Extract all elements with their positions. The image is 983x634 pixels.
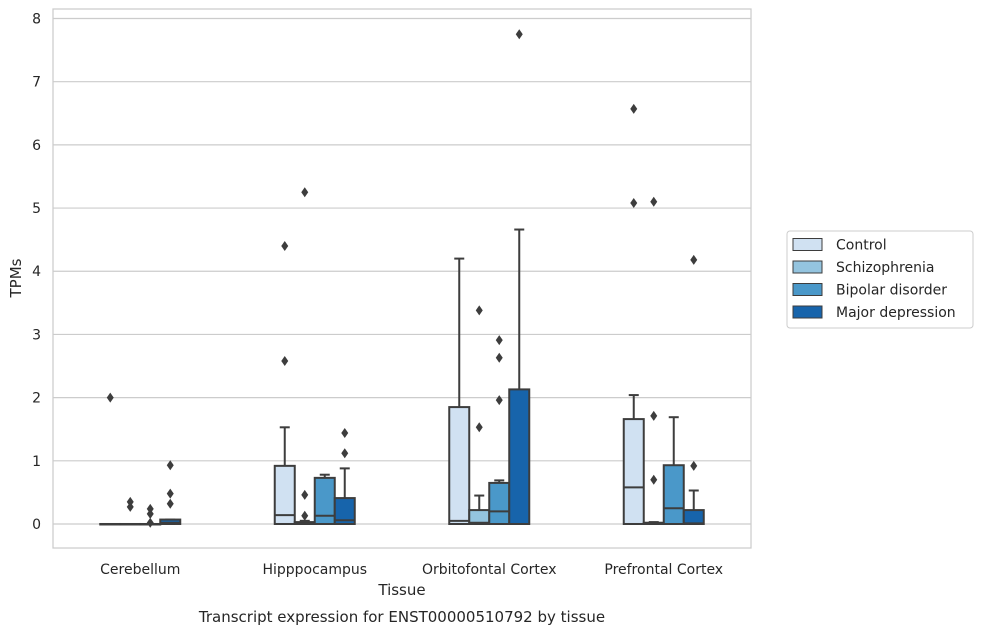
y-tick-labels: 0 1 2 3 4 5 6 7 8 bbox=[32, 11, 41, 533]
box-group bbox=[642, 196, 665, 525]
legend-label: Major depression bbox=[836, 305, 956, 321]
box-body bbox=[273, 464, 296, 525]
outlier-point bbox=[166, 460, 174, 471]
x-tick-label: Hipppocampus bbox=[262, 562, 367, 578]
legend-swatch bbox=[792, 260, 823, 274]
legend-label: Schizophrenia bbox=[836, 260, 934, 276]
box-group bbox=[662, 416, 685, 525]
outlier-point bbox=[495, 352, 503, 363]
box-group bbox=[293, 187, 316, 525]
legend-swatch bbox=[792, 305, 823, 319]
outlier-point bbox=[515, 29, 523, 40]
box-group bbox=[273, 240, 296, 525]
y-tick-label: 1 bbox=[32, 454, 41, 470]
box-body bbox=[448, 406, 471, 525]
plot-frame bbox=[52, 8, 752, 549]
y-tick-label: 3 bbox=[32, 327, 41, 343]
box-body bbox=[508, 388, 531, 525]
box-body bbox=[488, 481, 511, 525]
outlier-point bbox=[146, 508, 154, 519]
box-group bbox=[622, 103, 645, 525]
boxes bbox=[99, 29, 705, 528]
outlier-point bbox=[301, 187, 309, 198]
box-body bbox=[333, 497, 356, 525]
chart-caption: Transcript expression for ENST0000051079… bbox=[198, 608, 605, 626]
outlier-point bbox=[690, 254, 698, 265]
outlier-point bbox=[281, 240, 289, 251]
outlier-point bbox=[166, 488, 174, 499]
legend-label: Bipolar disorder bbox=[836, 283, 947, 299]
outlier-point bbox=[630, 103, 638, 114]
outlier-point bbox=[475, 305, 483, 316]
box-group bbox=[99, 392, 122, 526]
box-group bbox=[159, 460, 182, 525]
outlier-point bbox=[341, 427, 349, 438]
box-group bbox=[488, 335, 511, 525]
y-axis-title: TPMs bbox=[7, 258, 25, 298]
y-tick-label: 7 bbox=[32, 75, 41, 91]
box-body bbox=[622, 418, 645, 525]
box-group bbox=[333, 427, 356, 525]
gridlines bbox=[53, 17, 751, 525]
outlier-point bbox=[690, 460, 698, 471]
box-group bbox=[682, 254, 705, 525]
y-tick-label: 6 bbox=[32, 138, 41, 154]
box-group bbox=[448, 257, 471, 525]
outlier-point bbox=[281, 355, 289, 366]
legend-label: Control bbox=[836, 238, 887, 254]
outlier-point bbox=[650, 410, 658, 421]
outlier-point bbox=[301, 489, 309, 500]
legend-swatch bbox=[792, 283, 823, 296]
x-tick-labels: Cerebellum Hipppocampus Orbitofontal Corte… bbox=[100, 562, 723, 578]
legend-swatch bbox=[792, 238, 823, 251]
box-group bbox=[508, 29, 531, 525]
outlier-point bbox=[146, 517, 154, 528]
legend: Control Schizophrenia Bipolar disorder Majo… bbox=[786, 230, 974, 329]
outlier-point bbox=[650, 196, 658, 207]
y-tick-label: 2 bbox=[32, 391, 41, 407]
y-tick-label: 4 bbox=[32, 264, 41, 280]
y-tick-label: 5 bbox=[32, 201, 41, 217]
x-tick-label: Orbitofontal Cortex bbox=[422, 562, 557, 578]
outlier-point bbox=[495, 395, 503, 406]
x-tick-label: Cerebellum bbox=[100, 562, 180, 578]
box-group bbox=[313, 473, 336, 525]
box-group bbox=[119, 496, 142, 526]
outlier-point bbox=[126, 501, 134, 512]
box-body bbox=[313, 476, 336, 525]
y-tick-label: 8 bbox=[32, 11, 41, 27]
box-body bbox=[662, 464, 685, 525]
outlier-point bbox=[166, 498, 174, 509]
outlier-point bbox=[106, 392, 114, 403]
outlier-point bbox=[495, 335, 503, 346]
box-group bbox=[139, 503, 162, 528]
box-body bbox=[682, 509, 705, 525]
outlier-point bbox=[341, 448, 349, 459]
x-tick-label: Prefrontal Cortex bbox=[604, 562, 723, 578]
outlier-point bbox=[650, 474, 658, 485]
outlier-point bbox=[475, 422, 483, 433]
box-group bbox=[468, 305, 491, 525]
outlier-point bbox=[630, 197, 638, 208]
x-axis-title: Tissue bbox=[377, 581, 425, 599]
outlier-point bbox=[126, 496, 134, 507]
outlier-point bbox=[301, 510, 309, 521]
legend-frame bbox=[786, 230, 974, 329]
outlier-point bbox=[146, 503, 154, 514]
y-tick-label: 0 bbox=[32, 517, 41, 533]
